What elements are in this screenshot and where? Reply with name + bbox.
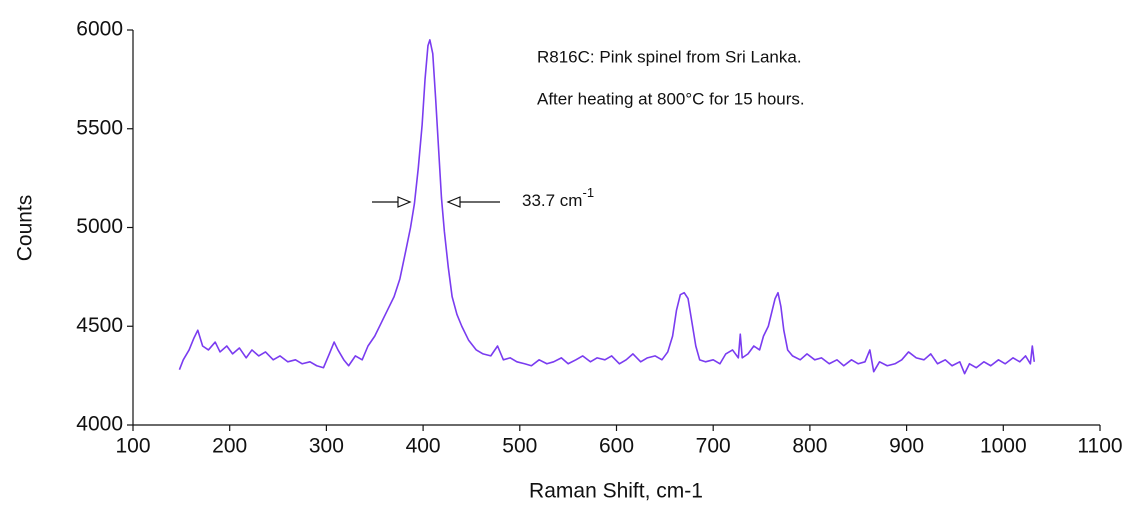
x-axis-label: Raman Shift, cm-1	[529, 480, 703, 503]
x-tick-label: 900	[889, 435, 924, 458]
fwhm-arrows	[372, 196, 500, 208]
x-tick-label: 800	[792, 435, 827, 458]
y-tick-label: 4000	[76, 413, 123, 436]
y-tick-label: 5000	[76, 215, 123, 238]
x-tick-label: 1100	[1077, 435, 1122, 458]
y-tick-label: 5500	[76, 116, 123, 139]
x-tick-label: 200	[212, 435, 247, 458]
annotation-text: 33.7 cm	[522, 191, 582, 210]
y-axis-label: Counts	[14, 195, 37, 262]
x-tick-label: 1000	[980, 435, 1027, 458]
spectrum-line	[178, 39, 1036, 375]
arrow-head	[446, 196, 461, 208]
arrow-head	[397, 196, 412, 208]
x-tick-label: 600	[599, 435, 634, 458]
x-tick-label: 700	[696, 435, 731, 458]
annotation: 33.7 cm-1	[522, 185, 594, 210]
x-tick-label: 500	[502, 435, 537, 458]
x-tick-label: 300	[309, 435, 344, 458]
annotation: R816C: Pink spinel from Sri Lanka.	[537, 47, 802, 66]
y-tick-label: 6000	[76, 18, 123, 41]
annotation: After heating at 800°C for 15 hours.	[537, 89, 805, 108]
annotation-superscript: -1	[582, 185, 594, 200]
x-tick-label: 100	[115, 435, 150, 458]
x-tick-label: 400	[406, 435, 441, 458]
y-tick-label: 4500	[76, 314, 123, 337]
